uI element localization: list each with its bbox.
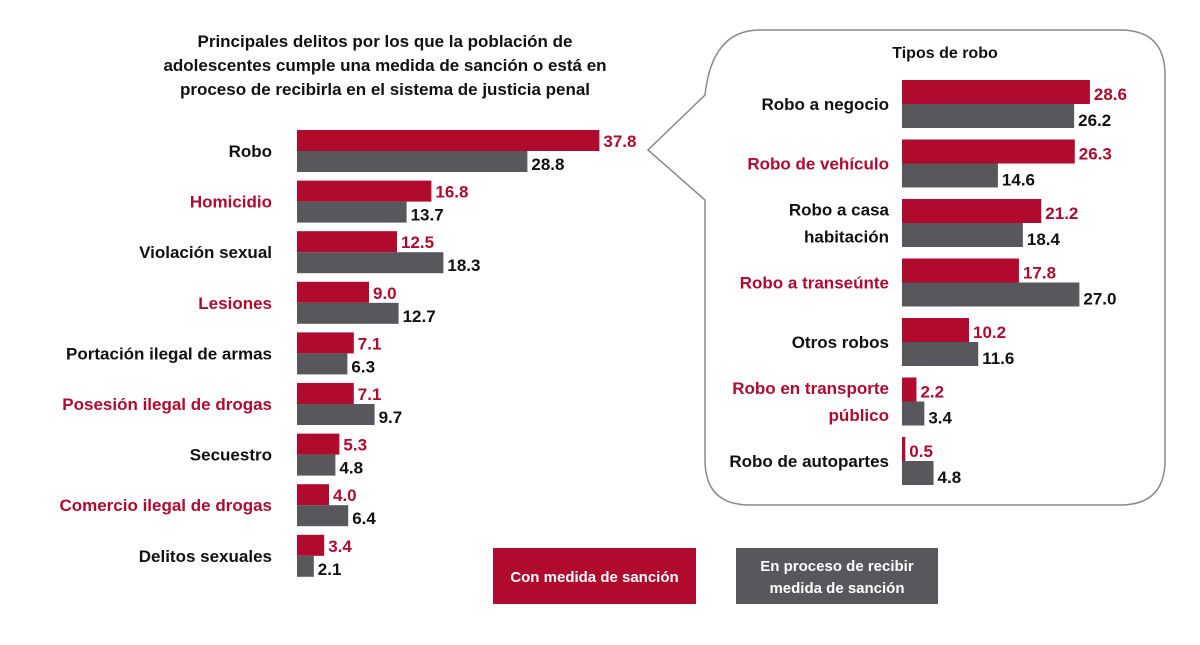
value-label-sanction: 2.2 bbox=[920, 383, 944, 402]
legend-label: Con medida de sanción bbox=[510, 569, 678, 586]
bar-sanction bbox=[297, 281, 369, 303]
category-label: Posesión ilegal de drogas bbox=[62, 395, 272, 414]
value-label-sanction: 7.1 bbox=[358, 385, 382, 404]
value-label-sanction: 26.3 bbox=[1079, 145, 1112, 164]
value-label-process: 13.7 bbox=[411, 206, 444, 225]
value-label-process: 28.8 bbox=[531, 155, 564, 174]
bar-process bbox=[297, 252, 444, 274]
bar-process bbox=[297, 404, 375, 425]
value-label-process: 18.3 bbox=[447, 256, 480, 275]
category-label: habitación bbox=[804, 228, 889, 247]
category-label: Otros robos bbox=[792, 333, 889, 352]
bar-process bbox=[297, 201, 407, 223]
category-label: Secuestro bbox=[190, 446, 272, 465]
bar-process bbox=[902, 342, 979, 366]
value-label-sanction: 0.5 bbox=[909, 442, 933, 461]
category-label: Robo bbox=[229, 142, 272, 161]
category-label: Delitos sexuales bbox=[139, 547, 272, 566]
category-label: Robo de vehículo bbox=[747, 155, 889, 174]
legend-label: medida de sanción bbox=[769, 580, 904, 597]
chart-title: adolescentes cumple una medida de sanció… bbox=[163, 56, 606, 75]
bar-process bbox=[902, 282, 1080, 307]
category-label: Robo en transporte bbox=[732, 379, 889, 398]
value-label-process: 18.4 bbox=[1027, 230, 1061, 249]
bar-process bbox=[902, 401, 925, 426]
category-label: público bbox=[829, 406, 889, 425]
bar-sanction bbox=[297, 180, 432, 202]
bar-process bbox=[297, 505, 349, 527]
chart-title: Principales delitos por los que la pobla… bbox=[197, 32, 572, 51]
bar-sanction bbox=[902, 80, 1090, 104]
bar-process bbox=[297, 555, 314, 577]
value-label-process: 27.0 bbox=[1083, 290, 1116, 309]
category-label: Robo a transeúnte bbox=[740, 274, 889, 293]
bar-process bbox=[902, 104, 1075, 128]
chart-title: proceso de recibirla en el sistema de ju… bbox=[180, 80, 590, 99]
category-label: Violación sexual bbox=[139, 243, 272, 262]
legend: Con medida de sanción En proceso de recib… bbox=[493, 548, 938, 604]
value-label-sanction: 16.8 bbox=[435, 183, 468, 202]
bar-sanction bbox=[902, 139, 1075, 164]
value-label-process: 6.4 bbox=[352, 509, 376, 528]
bar-sanction bbox=[297, 332, 354, 354]
bar-process bbox=[902, 163, 998, 188]
value-label-sanction: 7.1 bbox=[358, 334, 382, 353]
chart-title: Tipos de robo bbox=[892, 45, 998, 62]
category-label: Portación ilegal de armas bbox=[66, 344, 272, 363]
category-label: Robo a negocio bbox=[762, 95, 890, 114]
bar-sanction bbox=[297, 383, 354, 404]
value-label-process: 12.7 bbox=[403, 307, 436, 326]
value-label-process: 14.6 bbox=[1002, 171, 1035, 190]
main-chart: Principales delitos por los que la pobla… bbox=[59, 32, 636, 579]
value-label-sanction: 17.8 bbox=[1023, 264, 1056, 283]
value-label-sanction: 28.6 bbox=[1094, 85, 1127, 104]
value-label-sanction: 21.2 bbox=[1045, 204, 1078, 223]
bar-process bbox=[902, 461, 934, 485]
value-label-process: 9.7 bbox=[379, 408, 403, 427]
value-label-sanction: 12.5 bbox=[401, 233, 434, 252]
value-label-sanction: 3.4 bbox=[328, 537, 352, 556]
category-label: Homicidio bbox=[190, 193, 272, 212]
category-label: Robo de autopartes bbox=[729, 452, 889, 471]
bar-sanction bbox=[902, 318, 970, 342]
bar-sanction bbox=[902, 258, 1019, 283]
bar-sanction bbox=[902, 199, 1042, 223]
value-label-sanction: 5.3 bbox=[343, 436, 367, 455]
bar-sanction bbox=[297, 484, 329, 506]
bar-process bbox=[297, 302, 399, 324]
bar-sanction bbox=[902, 437, 906, 461]
value-label-process: 26.2 bbox=[1078, 111, 1111, 130]
bar-sanction bbox=[297, 433, 340, 455]
bar-sanction bbox=[902, 377, 917, 402]
value-label-process: 4.8 bbox=[938, 468, 962, 487]
legend-swatch bbox=[736, 548, 938, 604]
bar-process bbox=[902, 223, 1023, 247]
category-label: Robo a casa bbox=[789, 201, 890, 220]
bar-process bbox=[297, 454, 336, 476]
value-label-sanction: 10.2 bbox=[973, 323, 1006, 342]
robo-chart: Tipos de robo Robo a negocio 28.6 26.2 Robo … bbox=[729, 45, 1127, 487]
value-label-sanction: 9.0 bbox=[373, 284, 397, 303]
value-label-sanction: 4.0 bbox=[333, 486, 357, 505]
bar-process bbox=[297, 151, 528, 172]
value-label-process: 6.3 bbox=[351, 357, 375, 376]
category-label: Lesiones bbox=[198, 294, 272, 313]
legend-swatch bbox=[493, 548, 696, 604]
bar-sanction bbox=[297, 231, 397, 253]
category-label: Comercio ilegal de drogas bbox=[59, 496, 272, 515]
value-label-process: 2.1 bbox=[318, 560, 342, 579]
value-label-sanction: 37.8 bbox=[603, 132, 636, 151]
bar-process bbox=[297, 353, 348, 375]
value-label-process: 4.8 bbox=[339, 459, 363, 478]
value-label-process: 3.4 bbox=[928, 409, 952, 428]
bar-sanction bbox=[297, 534, 325, 556]
value-label-process: 11.6 bbox=[982, 349, 1014, 368]
legend-label: En proceso de recibir bbox=[760, 558, 914, 575]
bar-sanction bbox=[297, 130, 600, 151]
